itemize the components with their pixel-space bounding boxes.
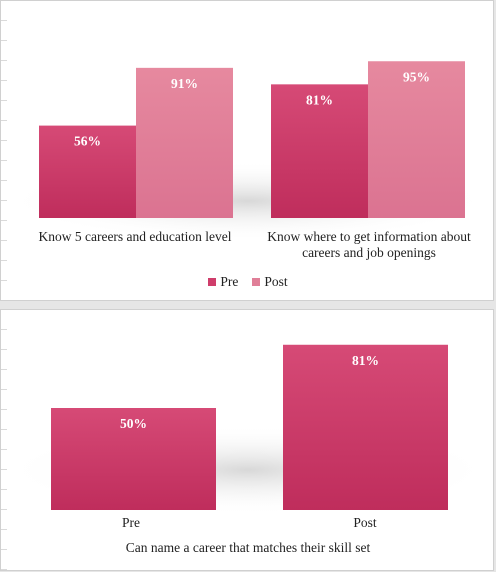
left-gridlines [1,1,7,300]
bar-pre [51,408,216,510]
bar-label-post-1: 91% [171,76,198,91]
legend-swatch-pre [208,278,217,286]
bar-label-post-2: 95% [403,69,430,84]
legend: Pre Post [1,274,495,290]
chart-panel-top: 56% 81% 91% 95% Know 5 careers and educatio… [0,0,494,301]
legend-label-post: Post [264,274,288,289]
bar-chart-top: 56% 81% 91% 95% [3,61,493,241]
x-tick-label-post: Post [353,515,377,530]
bar-post [283,344,448,510]
x-axis-title: Can name a career that matches their ski… [125,540,371,555]
bar-pre-1 [39,125,136,218]
bar-chart-bottom: 50% 81% [3,344,493,515]
legend-item-pre: Pre [208,274,238,290]
bar-post-1 [136,67,233,218]
bar-pre-2 [271,84,368,218]
chart-panel-bottom: 50% 81% [0,309,494,571]
legend-item-post: Post [252,274,288,290]
left-gridlines [1,310,7,570]
category-label-2: Know where to get information about care… [267,229,471,260]
bar-label-pre: 50% [120,416,147,431]
x-tick-label-pre: Pre [122,515,140,530]
bar-label-post: 81% [352,353,379,368]
legend-swatch-post [252,278,261,286]
category-label-1: Know 5 careers and education level [38,229,232,244]
bar-label-pre-1: 56% [74,134,101,149]
bar-post-2 [368,61,465,218]
legend-label-pre: Pre [220,274,239,289]
bar-label-pre-2: 81% [306,92,333,107]
